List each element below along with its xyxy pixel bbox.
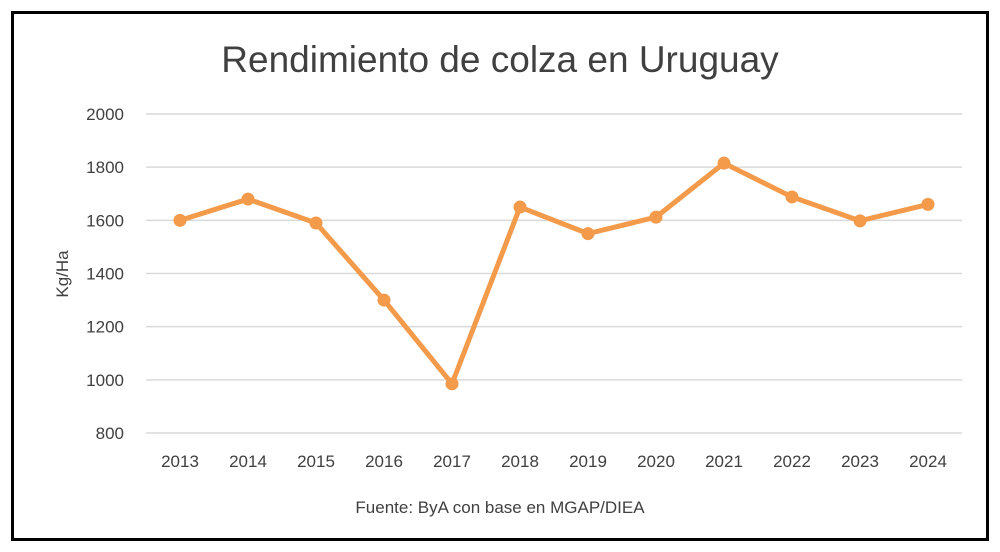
x-axis-ticks: 2013 2014 2015 2016 2017 2018 2019 2020 2021 2022… xyxy=(161,452,947,471)
data-point-2013 xyxy=(173,213,187,227)
gridlines xyxy=(146,113,962,434)
x-tick-label: 2024 xyxy=(909,452,947,471)
data-point-2024 xyxy=(921,197,935,211)
data-point-2016 xyxy=(377,293,391,307)
x-tick-label: 2023 xyxy=(841,452,879,471)
series-line-group xyxy=(173,156,935,391)
x-tick-label: 2015 xyxy=(297,452,335,471)
chart-title: Rendimiento de colza en Uruguay xyxy=(221,39,779,80)
y-tick-label: 1200 xyxy=(86,318,124,337)
data-point-2015 xyxy=(309,216,323,230)
x-tick-label: 2020 xyxy=(637,452,675,471)
y-tick-label: 1400 xyxy=(86,265,124,284)
y-axis-label: Kg/Ha xyxy=(53,250,72,298)
data-point-2021 xyxy=(717,156,731,170)
y-tick-label: 2000 xyxy=(86,105,124,124)
data-point-2019 xyxy=(581,227,595,241)
x-tick-label: 2016 xyxy=(365,452,403,471)
data-point-2017 xyxy=(445,377,459,391)
x-tick-label: 2013 xyxy=(161,452,199,471)
data-point-2018 xyxy=(513,200,527,214)
y-tick-label: 1600 xyxy=(86,211,124,230)
y-tick-label: 800 xyxy=(96,424,124,443)
data-point-2014 xyxy=(241,192,255,206)
x-tick-label: 2014 xyxy=(229,452,267,471)
y-axis-ticks: 800 1000 1200 1400 1600 1800 2000 xyxy=(86,105,124,443)
y-tick-label: 1800 xyxy=(86,158,124,177)
x-tick-label: 2022 xyxy=(773,452,811,471)
source-footnote: Fuente: ByA con base en MGAP/DIEA xyxy=(355,498,645,517)
series-line xyxy=(177,160,931,387)
x-tick-label: 2017 xyxy=(433,452,471,471)
y-tick-label: 1000 xyxy=(86,371,124,390)
x-tick-label: 2021 xyxy=(705,452,743,471)
x-tick-label: 2018 xyxy=(501,452,539,471)
data-point-2020 xyxy=(649,210,663,224)
data-point-2022 xyxy=(785,190,799,204)
data-point-2023 xyxy=(853,214,867,228)
x-tick-label: 2019 xyxy=(569,452,607,471)
chart-frame xyxy=(11,11,989,541)
